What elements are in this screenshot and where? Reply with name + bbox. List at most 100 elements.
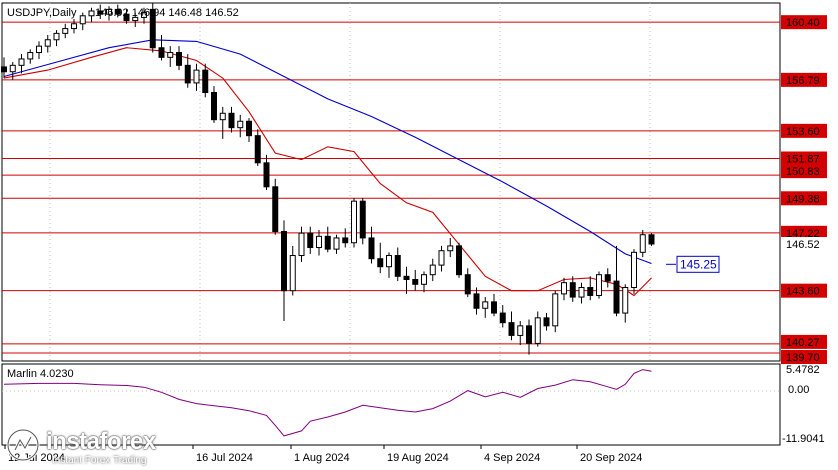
price-level-tag [781,15,827,30]
candle-bull [386,255,392,268]
price-level-tag [781,164,827,179]
candle-bear [456,245,462,276]
horizontal-levels [2,21,780,354]
candle-bear [526,325,532,344]
instaforex-logo: instaforex Instant Forex Trading [6,428,184,468]
candle-bull [578,286,585,298]
moving-averages [3,39,652,297]
candle-bear [499,312,506,324]
price-tick-label: 143.60 [786,286,820,298]
candle-bear [587,286,594,296]
price-level-tag [781,72,827,87]
price-tick-label: 153.60 [786,126,820,138]
candle-bull [106,8,112,15]
candle-bull [132,16,139,22]
candle-bear [281,231,287,292]
ma-annotation: 145.25 [666,255,720,273]
candle-bull [316,235,322,249]
candle-bear [394,255,401,277]
indicator-bottom-value: -11.9041 [782,433,825,445]
logo-tagline: Instant Forex Trading [52,455,147,466]
chart-ohlc: 146.92 146.94 146.48 146.52 [95,7,239,19]
time-tick-label: 19 Aug 2024 [387,452,449,464]
price-level-tag [781,123,827,138]
logo-name: instaforex [46,428,156,455]
candle-bear [272,186,279,233]
time-tick-label: 4 Sep 2024 [484,452,540,464]
price-level-tag [781,334,827,349]
candle-bull [219,112,226,121]
candle-bull [596,274,602,296]
current-price-tag [781,237,827,252]
candle-bull [534,317,541,344]
candle-bull [517,325,524,336]
candle-bear [412,278,419,285]
annotation-label: 145.25 [680,257,717,271]
candle-bull [631,251,637,288]
candle-bear [543,317,550,327]
candle-bull [639,234,646,253]
price-level-tag [781,151,827,166]
candle-bear [97,10,104,15]
price-level-tag [781,225,827,240]
candle-bear [508,322,515,336]
candle-bull [351,200,357,244]
candle-bear [263,162,270,188]
candle-bear [359,200,366,239]
candle-bear [123,13,130,22]
time-tick-label: 16 Jul 2024 [196,452,253,464]
candle-bull [88,10,95,17]
price-tick-label: 139.70 [786,352,820,364]
candle-bull [62,28,69,34]
candle-bear [648,234,655,245]
candle-bull [421,274,427,285]
candle-bull [141,12,147,18]
candle-bull [53,32,60,41]
candle-bull [9,64,16,73]
candle-bull [44,39,51,47]
candle-bear [1,66,7,73]
candle-bull [622,286,629,314]
indicator-panel-frame [1,363,781,446]
marlin-oscillator [2,369,780,437]
candle-bear [569,282,576,298]
candle-bear [307,232,314,249]
price-tick-label: 146.52 [786,239,820,251]
candle-bear [176,52,182,66]
price-panel-frame [1,2,781,362]
indicator-label: Marlin 4.0230 [7,368,74,380]
candle-bear [377,258,384,268]
chart-symbol: USDJPY,Daily [7,7,77,19]
indicator-zero-value: 0.00 [788,384,809,396]
candle-bull [552,293,559,327]
ma-blue-line [3,39,652,265]
candle-bear [254,135,261,164]
candle-bear [324,235,331,250]
candle-bull [298,232,305,257]
candle-bull [561,282,567,295]
candle-bull [482,301,489,309]
candlesticks [1,3,655,355]
candle-bear [114,8,121,15]
price-tick-label: 151.87 [786,154,820,166]
candle-bear [491,301,497,314]
candle-bear [149,8,156,49]
candle-bull [36,45,42,54]
price-tick-label: 156.79 [786,75,820,87]
candle-bear [613,280,620,314]
candle-bear [368,237,375,260]
price-tick-label: 149.38 [786,193,820,205]
candle-bear [464,274,471,295]
candle-bull [18,58,25,66]
candle-bear [228,112,235,129]
candle-bear [202,69,209,93]
candle-bear [473,293,480,309]
price-tick-label: 147.22 [786,228,820,240]
candle-bull [27,52,34,60]
candle-bull [447,245,454,252]
oscillator-line [3,369,652,437]
price-tick-label: 160.40 [786,17,820,29]
ma-red-line [3,47,652,297]
